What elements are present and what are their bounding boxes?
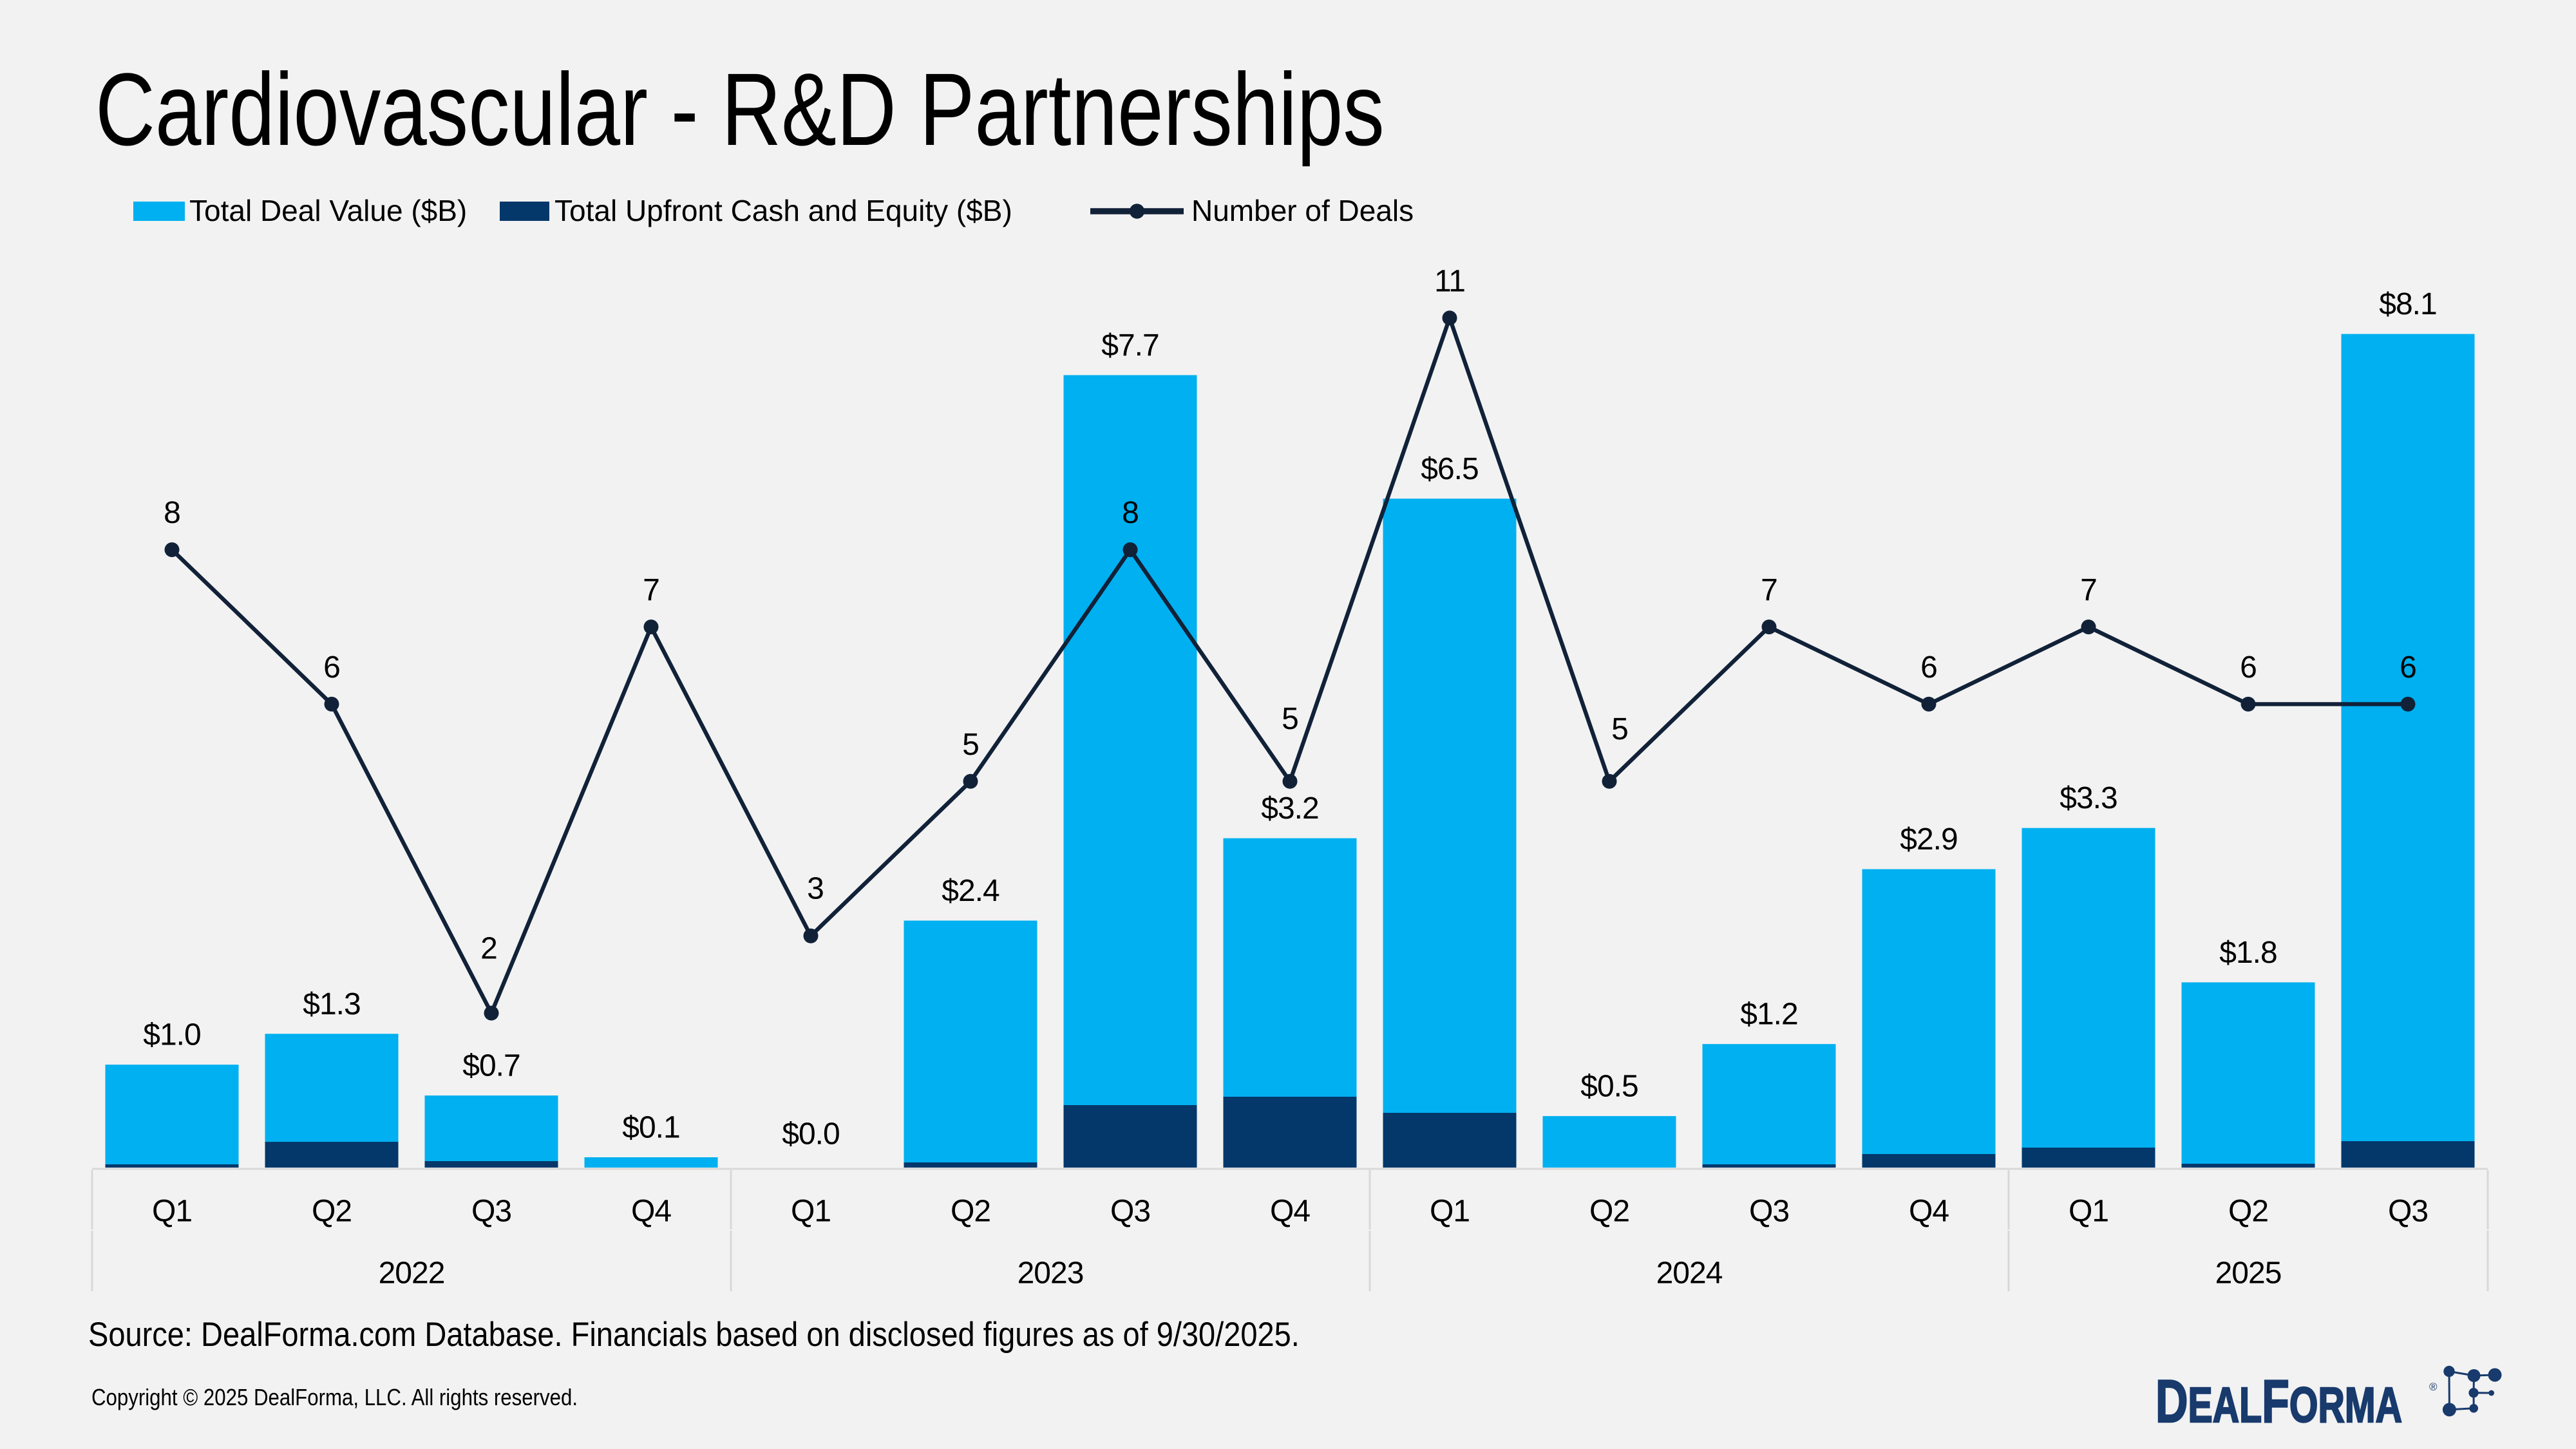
- svg-text:Number of Deals: Number of Deals: [1191, 194, 1414, 227]
- svg-text:Total Upfront Cash and Equity: Total Upfront Cash and Equity ($B): [554, 194, 1012, 227]
- svg-text:2022: 2022: [379, 1256, 445, 1291]
- svg-text:8: 8: [164, 496, 180, 530]
- svg-text:2025: 2025: [2215, 1256, 2282, 1291]
- svg-text:7: 7: [2080, 573, 2097, 607]
- svg-text:$0.5: $0.5: [1580, 1070, 1638, 1104]
- svg-text:6: 6: [2240, 650, 2257, 685]
- svg-text:Q2: Q2: [2228, 1194, 2268, 1228]
- svg-text:Q4: Q4: [1909, 1194, 1949, 1228]
- svg-text:$1.3: $1.3: [303, 987, 360, 1021]
- svg-text:$1.2: $1.2: [1740, 998, 1797, 1032]
- svg-text:Q1: Q1: [791, 1194, 831, 1228]
- svg-text:$3.2: $3.2: [1261, 791, 1318, 826]
- svg-text:5: 5: [962, 728, 979, 762]
- svg-text:2024: 2024: [1656, 1256, 1723, 1291]
- svg-text:$2.9: $2.9: [1900, 822, 1957, 857]
- svg-text:Q1: Q1: [2069, 1194, 2108, 1228]
- svg-text:7: 7: [1761, 573, 1777, 607]
- svg-text:6: 6: [323, 650, 340, 685]
- svg-text:DEALFORMA: DEALFORMA: [2155, 1367, 2402, 1435]
- svg-text:$1.8: $1.8: [2219, 936, 2277, 970]
- svg-text:Source: DealForma.com Database: Source: DealForma.com Database. Financia…: [88, 1315, 1300, 1353]
- svg-text:$6.5: $6.5: [1421, 452, 1478, 486]
- svg-text:Q3: Q3: [1110, 1194, 1150, 1228]
- svg-text:Q4: Q4: [1270, 1194, 1310, 1228]
- svg-text:$0.7: $0.7: [462, 1049, 520, 1083]
- svg-text:2: 2: [480, 932, 497, 966]
- svg-text:$2.4: $2.4: [942, 874, 999, 908]
- svg-text:Q2: Q2: [312, 1194, 352, 1228]
- svg-text:2023: 2023: [1018, 1256, 1084, 1291]
- svg-text:6: 6: [1920, 650, 1937, 685]
- svg-text:11: 11: [1434, 264, 1465, 298]
- svg-text:Q3: Q3: [2388, 1194, 2428, 1228]
- svg-text:Q3: Q3: [471, 1194, 511, 1228]
- svg-text:Cardiovascular - R&D Partnersh: Cardiovascular - R&D Partnerships: [95, 52, 1385, 167]
- svg-text:Copyright © 2025 DealForma, LL: Copyright © 2025 DealForma, LLC. All rig…: [91, 1385, 578, 1411]
- svg-text:Total Deal Value ($B): Total Deal Value ($B): [189, 194, 467, 227]
- svg-text:$3.3: $3.3: [2060, 781, 2117, 815]
- svg-text:8: 8: [1122, 496, 1139, 530]
- svg-text:Q2: Q2: [1589, 1194, 1629, 1228]
- svg-text:5: 5: [1611, 712, 1628, 746]
- svg-text:®: ®: [2429, 1381, 2438, 1393]
- svg-text:$0.1: $0.1: [622, 1111, 679, 1145]
- svg-text:$8.1: $8.1: [2379, 287, 2436, 321]
- svg-text:$0.0: $0.0: [782, 1117, 839, 1151]
- svg-text:Q1: Q1: [1430, 1194, 1470, 1228]
- svg-text:7: 7: [643, 573, 659, 607]
- svg-text:3: 3: [807, 872, 824, 906]
- svg-text:$1.0: $1.0: [143, 1018, 200, 1052]
- svg-text:Q1: Q1: [152, 1194, 192, 1228]
- svg-text:Q3: Q3: [1749, 1194, 1789, 1228]
- svg-text:Q2: Q2: [951, 1194, 990, 1228]
- svg-text:$7.7: $7.7: [1101, 328, 1159, 363]
- svg-text:6: 6: [2400, 650, 2416, 685]
- svg-text:5: 5: [1282, 702, 1298, 736]
- svg-text:Q4: Q4: [631, 1194, 671, 1228]
